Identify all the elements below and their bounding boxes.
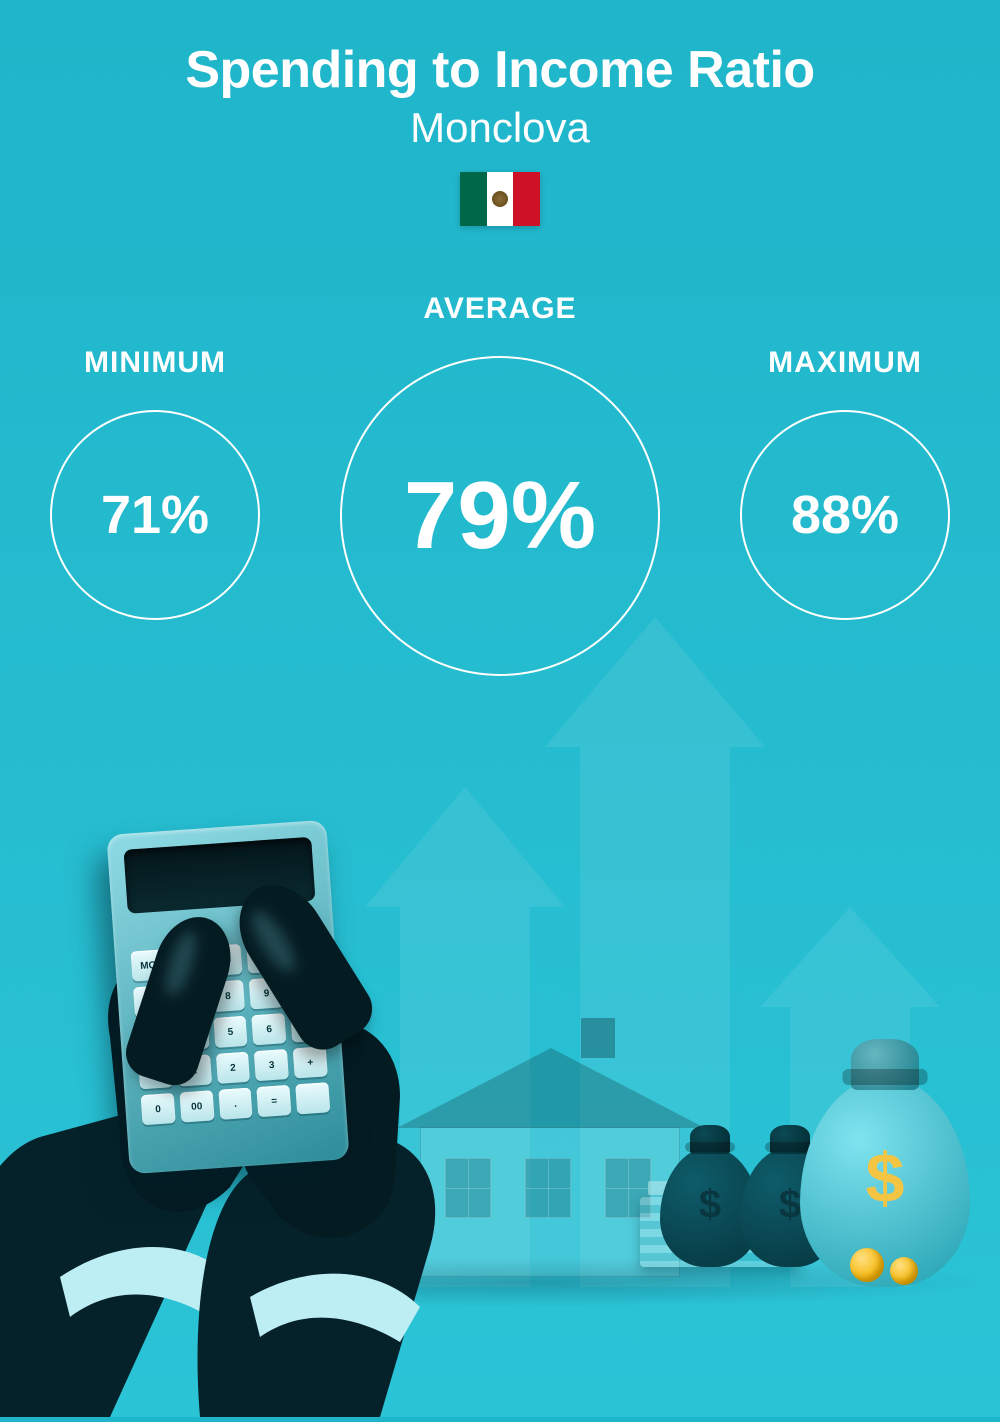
stat-value-average: 79%: [404, 461, 596, 571]
header: Spending to Income Ratio Monclova: [0, 0, 1000, 226]
up-arrow-icon: [400, 907, 530, 1287]
illustration: $ $ $ % MU: [0, 747, 1000, 1417]
calc-key: MU: [286, 911, 317, 933]
calc-key: 00: [179, 1090, 214, 1122]
calc-key: M+: [247, 941, 282, 973]
money-bag-icon: $: [660, 1147, 760, 1267]
mexico-flag-icon: [460, 172, 540, 226]
calculator-screen: [123, 837, 315, 914]
calc-key: 1: [177, 1054, 212, 1086]
calculator-icon: % MU MC MR M- M+ ÷ +/- 7 8 9 × ▶ 4 5 6 −…: [106, 820, 349, 1175]
calc-key: ×: [288, 974, 323, 1006]
stat-circle-average: 79%: [340, 356, 660, 676]
hands-holding-calculator-icon: % MU MC MR M- M+ ÷ +/- 7 8 9 × ▶ 4 5 6 −…: [0, 777, 480, 1417]
calc-key: 9: [249, 977, 284, 1009]
calc-key: .: [218, 1088, 253, 1120]
calc-key: 2: [216, 1052, 251, 1084]
calc-key: 3: [254, 1049, 289, 1081]
stat-minimum: MINIMUM 71%: [50, 346, 260, 620]
thumb-icon: [120, 907, 243, 1092]
calc-key: %: [250, 913, 281, 935]
calculator-keys: MC MR M- M+ ÷ +/- 7 8 9 × ▶ 4 5 6 − C/A …: [131, 939, 333, 1158]
calc-key: 4: [174, 1019, 209, 1051]
stat-average: AVERAGE 79%: [340, 292, 660, 676]
up-arrow-icon: [580, 747, 730, 1287]
page-title: Spending to Income Ratio: [0, 40, 1000, 100]
calc-key: ÷: [285, 939, 320, 971]
stats-row: MINIMUM 71% AVERAGE 79% MAXIMUM 88%: [0, 346, 1000, 676]
coin-icon: [890, 1257, 918, 1285]
calc-key: 8: [211, 980, 246, 1012]
house-icon: [420, 1127, 680, 1277]
calc-key: ▶: [136, 1021, 171, 1053]
thumb-icon: [222, 869, 383, 1060]
calc-key: 6: [252, 1013, 287, 1045]
page-subtitle: Monclova: [0, 104, 1000, 152]
calc-key: M-: [208, 944, 243, 976]
money-bag-icon: $: [800, 1077, 970, 1287]
stat-value-maximum: 88%: [791, 484, 899, 546]
calc-key: [295, 1082, 330, 1114]
stat-label-maximum: MAXIMUM: [768, 346, 922, 380]
stat-label-average: AVERAGE: [423, 292, 576, 326]
calc-key: MR: [169, 947, 204, 979]
calc-key: 5: [213, 1016, 248, 1048]
calc-key: =: [257, 1085, 292, 1117]
money-bag-icon: $: [740, 1147, 840, 1267]
coin-icon: [850, 1248, 884, 1282]
cash-stack-icon: [640, 1197, 800, 1267]
calc-key: 7: [172, 983, 207, 1015]
stat-label-minimum: MINIMUM: [84, 346, 226, 380]
up-arrow-icon: [790, 1007, 910, 1287]
ground-shadow: [60, 1257, 990, 1307]
calc-key: C/A: [138, 1057, 173, 1089]
stat-circle-maximum: 88%: [740, 410, 950, 620]
stat-maximum: MAXIMUM 88%: [740, 346, 950, 620]
stat-circle-minimum: 71%: [50, 410, 260, 620]
calc-key: MC: [131, 949, 166, 981]
calc-key: +: [293, 1046, 328, 1078]
calc-key: +/-: [133, 985, 168, 1017]
calc-key: −: [290, 1010, 325, 1042]
stat-value-minimum: 71%: [101, 484, 209, 546]
calc-key: 0: [141, 1093, 176, 1125]
